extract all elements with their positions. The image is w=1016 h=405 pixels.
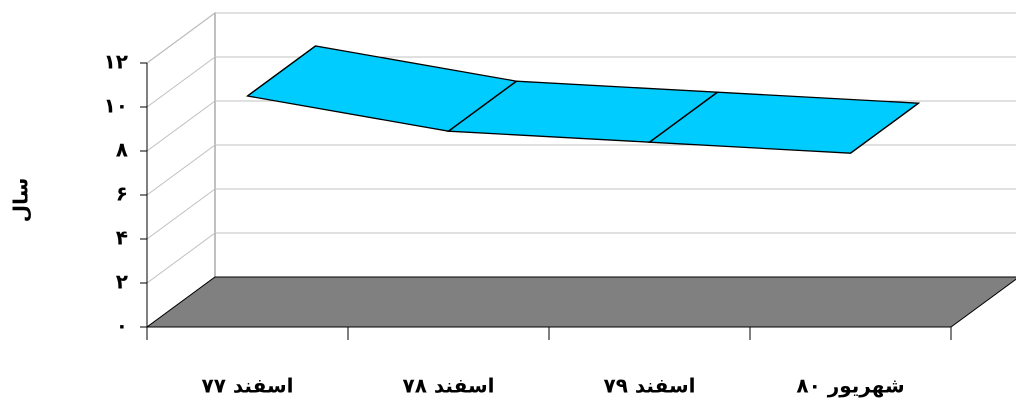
y-tick-label: ۰ <box>116 314 128 338</box>
grid-line <box>146 144 216 196</box>
x-tick-label: شهریور ۸۰ <box>796 374 904 398</box>
ribbon-edge <box>649 91 718 143</box>
ribbon-edge <box>850 102 919 154</box>
x-tick-label: اسفند ۷۷ <box>201 374 293 398</box>
grid-line <box>146 100 216 152</box>
grid-line <box>146 188 216 240</box>
grid-line <box>146 232 216 284</box>
grid-line <box>146 56 216 108</box>
grid-line <box>146 12 216 64</box>
y-tick-label: ۲ <box>116 270 128 294</box>
x-tick-label: اسفند ۷۹ <box>603 374 695 398</box>
y-tick-label: ۶ <box>116 182 128 206</box>
x-tick-label: اسفند ۷۸ <box>402 374 494 398</box>
ribbon-edge <box>247 45 316 97</box>
ribbon-edge <box>448 80 517 132</box>
y-tick-label: ۴ <box>116 226 128 250</box>
y-tick-label: ۱۲ <box>104 50 128 74</box>
y-tick-label: ۸ <box>116 138 128 162</box>
y-tick-label: ۱۰ <box>104 94 128 118</box>
floor <box>145 276 1016 328</box>
y-axis-label: سال <box>9 178 33 223</box>
